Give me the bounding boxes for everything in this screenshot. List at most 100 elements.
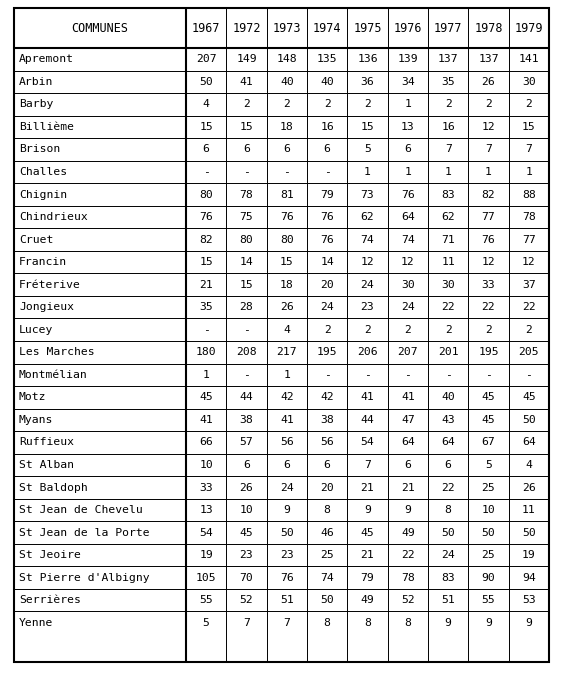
Text: Motz: Motz — [19, 392, 47, 403]
Text: 83: 83 — [442, 572, 455, 583]
Text: Ruffieux: Ruffieux — [19, 438, 74, 447]
Text: 139: 139 — [398, 55, 418, 64]
Text: 10: 10 — [240, 505, 254, 515]
Text: 19: 19 — [522, 550, 536, 560]
Text: 8: 8 — [324, 618, 330, 628]
Text: 83: 83 — [442, 189, 455, 199]
Text: 76: 76 — [280, 212, 294, 222]
Text: 50: 50 — [522, 528, 536, 538]
Text: 50: 50 — [280, 528, 294, 538]
Text: 50: 50 — [320, 595, 334, 605]
Text: 80: 80 — [280, 235, 294, 245]
Text: 78: 78 — [522, 212, 536, 222]
Text: Fréterive: Fréterive — [19, 280, 81, 289]
Text: 15: 15 — [280, 257, 294, 267]
Text: 94: 94 — [522, 572, 536, 583]
Text: 16: 16 — [442, 122, 455, 132]
Text: 40: 40 — [280, 77, 294, 87]
Text: 36: 36 — [361, 77, 374, 87]
Text: Myans: Myans — [19, 415, 53, 425]
Text: 15: 15 — [199, 257, 213, 267]
Text: 45: 45 — [240, 528, 254, 538]
Text: 149: 149 — [236, 55, 257, 64]
Text: 74: 74 — [320, 572, 334, 583]
Text: 71: 71 — [442, 235, 455, 245]
Text: 2: 2 — [364, 99, 371, 109]
Text: 8: 8 — [324, 505, 330, 515]
Text: 2: 2 — [445, 99, 452, 109]
Text: -: - — [243, 167, 250, 177]
Text: 2: 2 — [324, 99, 330, 109]
Text: 4: 4 — [526, 460, 532, 470]
Text: 6: 6 — [324, 145, 330, 154]
Text: 23: 23 — [240, 550, 254, 560]
Text: 135: 135 — [317, 55, 338, 64]
Text: Francin: Francin — [19, 257, 67, 267]
Text: 6: 6 — [283, 145, 290, 154]
Text: 52: 52 — [240, 595, 254, 605]
Text: 207: 207 — [196, 55, 217, 64]
Text: 41: 41 — [401, 392, 415, 403]
Text: 105: 105 — [196, 572, 217, 583]
Text: 23: 23 — [280, 550, 294, 560]
Text: 208: 208 — [236, 347, 257, 357]
Text: 64: 64 — [401, 212, 415, 222]
Text: 1: 1 — [526, 167, 532, 177]
Text: 45: 45 — [482, 392, 495, 403]
Text: 8: 8 — [404, 618, 411, 628]
Text: 44: 44 — [361, 415, 374, 425]
Text: 15: 15 — [522, 122, 536, 132]
Text: 82: 82 — [199, 235, 213, 245]
Text: 21: 21 — [401, 482, 415, 493]
Text: 15: 15 — [361, 122, 374, 132]
Text: 45: 45 — [199, 392, 213, 403]
Text: 38: 38 — [320, 415, 334, 425]
Text: 79: 79 — [361, 572, 374, 583]
Text: 6: 6 — [404, 145, 411, 154]
Text: 2: 2 — [526, 99, 532, 109]
Text: 23: 23 — [361, 302, 374, 312]
Text: 15: 15 — [240, 122, 254, 132]
Text: 76: 76 — [280, 572, 294, 583]
Text: 7: 7 — [283, 618, 290, 628]
Text: 7: 7 — [526, 145, 532, 154]
Text: 50: 50 — [199, 77, 213, 87]
Text: 77: 77 — [522, 235, 536, 245]
Text: 20: 20 — [320, 280, 334, 289]
Text: 49: 49 — [361, 595, 374, 605]
Text: COMMUNES: COMMUNES — [71, 22, 128, 34]
Text: 8: 8 — [364, 618, 371, 628]
Text: 45: 45 — [361, 528, 374, 538]
Text: 75: 75 — [240, 212, 254, 222]
Text: 1: 1 — [203, 370, 210, 380]
Text: 195: 195 — [317, 347, 338, 357]
Text: 42: 42 — [280, 392, 294, 403]
Text: 54: 54 — [199, 528, 213, 538]
Text: 76: 76 — [199, 212, 213, 222]
Text: 88: 88 — [522, 189, 536, 199]
Text: 6: 6 — [203, 145, 210, 154]
Text: 2: 2 — [404, 325, 411, 335]
Text: 80: 80 — [199, 189, 213, 199]
Text: -: - — [485, 370, 492, 380]
Text: 14: 14 — [240, 257, 254, 267]
Text: 55: 55 — [482, 595, 495, 605]
Text: 2: 2 — [324, 325, 330, 335]
Text: 1: 1 — [404, 99, 411, 109]
Text: St Alban: St Alban — [19, 460, 74, 470]
Text: 30: 30 — [522, 77, 536, 87]
Text: 5: 5 — [203, 618, 210, 628]
Text: 9: 9 — [485, 618, 492, 628]
Text: 195: 195 — [478, 347, 499, 357]
Text: 180: 180 — [196, 347, 217, 357]
Text: 25: 25 — [320, 550, 334, 560]
Text: 11: 11 — [522, 505, 536, 515]
Text: Arbin: Arbin — [19, 77, 53, 87]
Text: 90: 90 — [482, 572, 495, 583]
Text: -: - — [283, 167, 290, 177]
Text: 14: 14 — [320, 257, 334, 267]
Text: 22: 22 — [482, 302, 495, 312]
Text: 41: 41 — [280, 415, 294, 425]
Text: 66: 66 — [199, 438, 213, 447]
Text: 2: 2 — [485, 325, 492, 335]
